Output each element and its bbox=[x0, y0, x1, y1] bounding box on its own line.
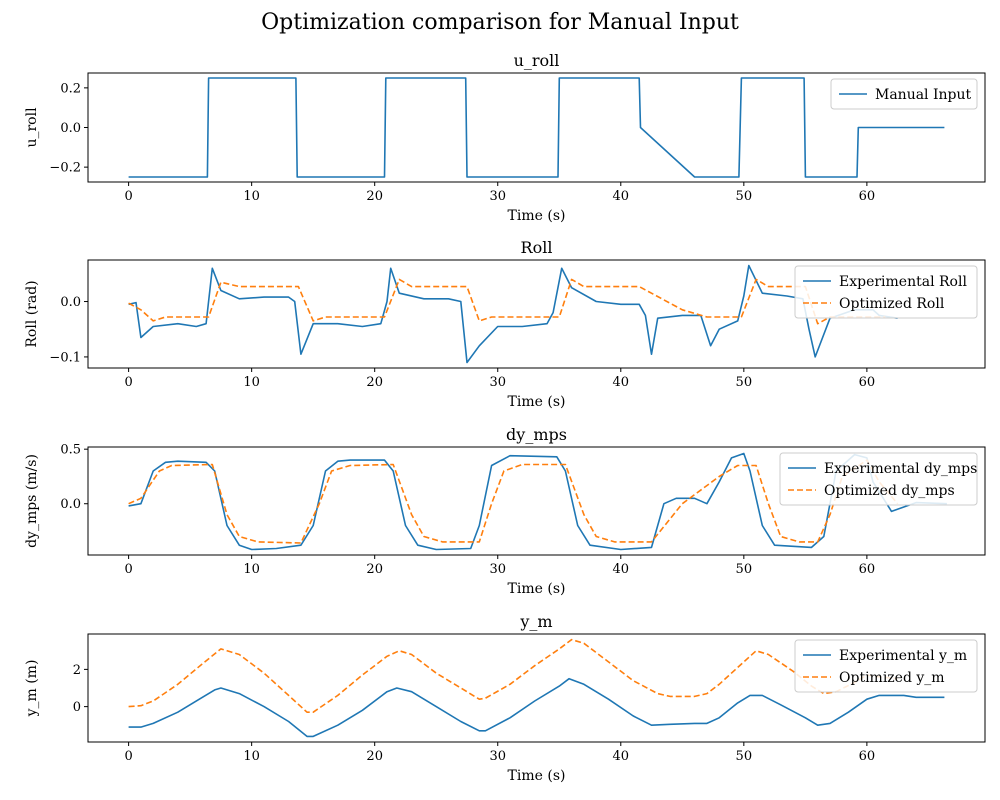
x-tick-label: 60 bbox=[859, 562, 876, 577]
y-tick-label: 2 bbox=[73, 663, 81, 678]
x-axis-label: Time (s) bbox=[508, 581, 566, 597]
legend-label: Experimental y_m bbox=[839, 648, 967, 664]
legend: Experimental y_m Optimized y_m bbox=[794, 639, 978, 693]
x-axis-label: Time (s) bbox=[508, 394, 566, 410]
x-tick-label: 30 bbox=[489, 375, 506, 390]
legend: Experimental dy_mps Optimized dy_mps bbox=[779, 452, 978, 506]
legend: Experimental Roll Optimized Roll bbox=[794, 265, 978, 319]
x-tick-label: 20 bbox=[366, 562, 383, 577]
series-line-optimized-roll bbox=[128, 278, 886, 325]
legend-label: Manual Input bbox=[875, 87, 972, 103]
x-tick-label: 10 bbox=[243, 189, 260, 204]
axes-frame bbox=[87, 259, 986, 369]
x-tick-label: 0 bbox=[124, 562, 132, 577]
x-tick-label: 50 bbox=[736, 189, 753, 204]
legend-label: Optimized Roll bbox=[839, 296, 945, 312]
y-tick-label: −0.1 bbox=[49, 350, 81, 365]
legend-label: Optimized y_m bbox=[839, 670, 945, 686]
x-tick-label: 50 bbox=[736, 749, 753, 764]
y-tick-label: 0.0 bbox=[60, 497, 81, 512]
y-axis-label: y_m (m) bbox=[24, 660, 40, 718]
y-tick-label: 0.0 bbox=[60, 121, 81, 136]
series-line-experimental-y-m bbox=[128, 677, 945, 738]
x-axis-label: Time (s) bbox=[508, 208, 566, 224]
x-tick-label: 0 bbox=[124, 749, 132, 764]
x-tick-label: 30 bbox=[489, 749, 506, 764]
x-tick-label: 30 bbox=[489, 562, 506, 577]
series-line-manual-input bbox=[128, 77, 945, 178]
subplot-roll: Roll 0 10 20 30 40 50 60 −0.1 0.0 Time (s) Roll (ra… bbox=[24, 238, 986, 410]
x-tick-label: 20 bbox=[366, 189, 383, 204]
subplot-title: Roll bbox=[521, 238, 553, 257]
x-tick-label: 60 bbox=[859, 189, 876, 204]
subplot-u-roll: u_roll 0 10 20 30 40 50 60 −0.2 0.0 0.2 Time (s) u_r… bbox=[24, 51, 986, 224]
axes-frame bbox=[87, 446, 986, 556]
x-tick-label: 40 bbox=[613, 189, 630, 204]
series-line-experimental-dy-mps bbox=[128, 452, 947, 551]
legend-frame bbox=[794, 639, 978, 693]
y-axis-label: Roll (rad) bbox=[24, 280, 40, 347]
series-line-optimized-y-m bbox=[128, 638, 898, 713]
subplot-dy-mps: dy_mps 0 10 20 30 40 50 60 0.0 0.5 Time (s) dy_mps … bbox=[24, 425, 986, 597]
x-tick-label: 10 bbox=[243, 375, 260, 390]
x-tick-label: 60 bbox=[859, 375, 876, 390]
legend-frame bbox=[779, 452, 978, 506]
x-tick-label: 10 bbox=[243, 749, 260, 764]
subplot-title: y_m bbox=[519, 612, 552, 631]
subplot-y-m: y_m 0 10 20 30 40 50 60 0 2 Time (s) y_m (m) Experim… bbox=[24, 612, 986, 784]
legend-label: Optimized dy_mps bbox=[824, 483, 955, 499]
x-tick-label: 20 bbox=[366, 749, 383, 764]
legend-frame bbox=[794, 265, 978, 319]
subplot-title: u_roll bbox=[514, 51, 560, 70]
x-tick-label: 20 bbox=[366, 375, 383, 390]
y-tick-label: −0.2 bbox=[49, 161, 81, 176]
x-tick-label: 50 bbox=[736, 562, 753, 577]
legend-label: Experimental Roll bbox=[839, 274, 967, 290]
legend: Manual Input bbox=[830, 78, 978, 110]
figure-title: Optimization comparison for Manual Input bbox=[261, 10, 739, 35]
y-axis-label: u_roll bbox=[24, 107, 40, 148]
x-tick-label: 0 bbox=[124, 375, 132, 390]
x-tick-label: 60 bbox=[859, 749, 876, 764]
x-tick-label: 40 bbox=[613, 375, 630, 390]
series-line-experimental-roll bbox=[128, 264, 898, 364]
y-tick-label: 0.2 bbox=[60, 81, 81, 96]
y-tick-label: 0.0 bbox=[60, 295, 81, 310]
y-tick-label: 0 bbox=[73, 700, 81, 715]
x-tick-label: 10 bbox=[243, 562, 260, 577]
series-line-optimized-dy-mps bbox=[128, 459, 899, 544]
x-axis-label: Time (s) bbox=[508, 768, 566, 784]
legend-frame bbox=[830, 78, 978, 110]
x-tick-label: 40 bbox=[613, 562, 630, 577]
legend-label: Experimental dy_mps bbox=[824, 461, 977, 477]
x-tick-label: 40 bbox=[613, 749, 630, 764]
x-tick-label: 30 bbox=[489, 189, 506, 204]
x-tick-label: 50 bbox=[736, 375, 753, 390]
axes-frame bbox=[87, 633, 986, 743]
y-tick-label: 0.5 bbox=[60, 443, 81, 458]
subplot-title: dy_mps bbox=[506, 425, 567, 444]
y-axis-label: dy_mps (m/s) bbox=[24, 454, 40, 548]
x-tick-label: 0 bbox=[124, 189, 132, 204]
